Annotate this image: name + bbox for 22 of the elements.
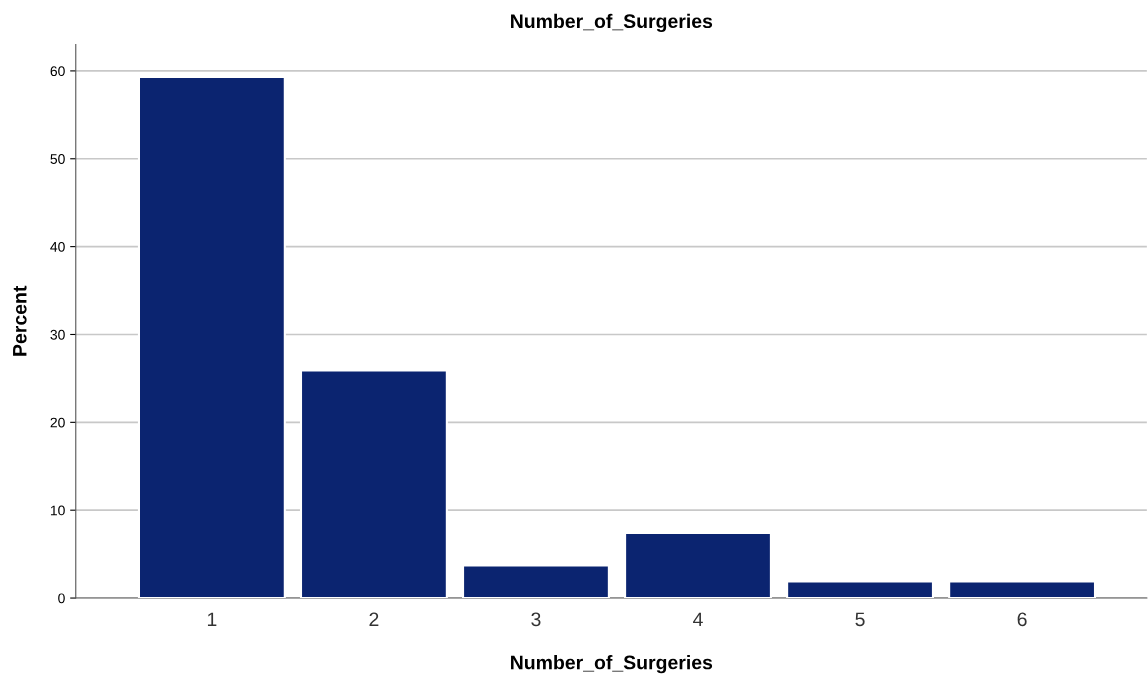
x-axis-title: Number_of_Surgeries bbox=[511, 655, 713, 674]
x-tick-label: 6 bbox=[1017, 612, 1027, 627]
y-tick-label: 20 bbox=[50, 417, 65, 428]
y-tick-label: 0 bbox=[58, 593, 65, 604]
x-tick-label: 5 bbox=[855, 612, 865, 627]
bar bbox=[299, 369, 448, 599]
bar bbox=[786, 580, 934, 599]
x-tick-label: 2 bbox=[369, 612, 379, 627]
y-axis-title: Percent bbox=[13, 285, 27, 356]
x-tick-label: 3 bbox=[531, 612, 541, 627]
bar bbox=[137, 76, 286, 599]
bar bbox=[624, 532, 772, 599]
y-tick-label: 40 bbox=[50, 241, 65, 252]
chart-title: Number_of_Surgeries bbox=[511, 13, 713, 32]
bar bbox=[948, 580, 1097, 599]
y-tick-label: 10 bbox=[50, 505, 65, 516]
x-tick-label: 1 bbox=[207, 612, 217, 627]
x-tick-label: 4 bbox=[693, 612, 703, 627]
y-tick-label: 30 bbox=[50, 329, 65, 340]
y-tick-label: 50 bbox=[50, 154, 65, 164]
bar bbox=[462, 564, 610, 599]
y-tick-label: 60 bbox=[50, 66, 65, 77]
